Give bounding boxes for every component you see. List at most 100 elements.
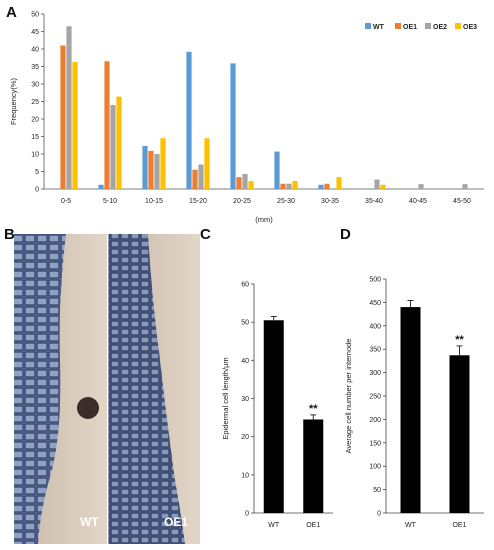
chart-c-bar xyxy=(263,320,284,513)
chart-c-y-axis-title: Epidermal cell length/μm xyxy=(221,357,230,439)
chart-a-bar-oe3 xyxy=(116,96,122,189)
chart-a-bar-oe3 xyxy=(160,138,166,189)
chart-a-bar-wt xyxy=(274,151,280,189)
micrograph-oe1-label: OE1 xyxy=(164,515,188,529)
chart-a-bar-oe2 xyxy=(198,164,204,189)
chart-c-y-tick-label: 50 xyxy=(241,320,249,327)
chart-c-bar xyxy=(303,419,324,513)
micrograph-oe1-tissue xyxy=(108,234,185,544)
chart-c-x-tick-label: OE1 xyxy=(306,522,320,529)
micrograph-wt-label: WT xyxy=(80,515,99,529)
chart-a-bar-oe1 xyxy=(236,177,242,189)
chart-a-bar-wt xyxy=(318,184,324,189)
chart-c-y-tick-label: 10 xyxy=(241,472,249,479)
chart-d-bar xyxy=(400,307,421,513)
chart-a-x-axis-title: (mm) xyxy=(255,215,273,224)
chart-c-y-tick-label: 40 xyxy=(241,358,249,365)
chart-d-x-tick-label: OE1 xyxy=(452,522,466,529)
chart-d-y-tick-label: 400 xyxy=(369,323,381,330)
chart-a-legend-label-oe3: OE3 xyxy=(463,24,477,31)
chart-a-bar-oe2 xyxy=(374,179,380,189)
chart-a-bar-oe3 xyxy=(336,177,342,189)
chart-a-legend-swatch-oe2 xyxy=(425,23,431,29)
chart-a-y-tick-label: 15 xyxy=(31,134,39,141)
chart-a-bar-oe1 xyxy=(148,150,154,189)
chart-a-y-tick-label: 45 xyxy=(31,29,39,36)
chart-d-bar xyxy=(449,355,470,513)
panel-d-label: D xyxy=(340,226,351,243)
chart-a-y-axis-title: Frequency(%) xyxy=(9,77,18,125)
chart-d-x-tick-label: WT xyxy=(405,522,417,529)
chart-a-bar-oe2 xyxy=(66,26,72,189)
micrograph-wt-tissue xyxy=(14,234,66,544)
chart-a-bar-oe1 xyxy=(104,61,110,189)
chart-a-bar-oe3 xyxy=(380,184,386,189)
chart-a-y-tick-label: 50 xyxy=(31,12,39,19)
chart-d: 0 50 100 150 200 250 300 350 400 450 500 Average ce… xyxy=(344,277,484,529)
chart-a-bar-oe1 xyxy=(324,183,330,189)
chart-a-bar-oe2 xyxy=(286,183,292,189)
panel-b-label: B xyxy=(4,226,15,243)
chart-a-bar-wt xyxy=(186,51,192,189)
chart-c-x-tick-label: WT xyxy=(268,522,280,529)
chart-a-legend-label-oe1: OE1 xyxy=(403,24,417,31)
chart-a-x-tick-label: 35-40 xyxy=(365,198,383,205)
chart-a-y-tick-label: 5 xyxy=(35,169,39,176)
chart-a-legend-label-wt: WT xyxy=(373,24,385,31)
panel-c-label: C xyxy=(200,226,211,243)
chart-c-y-tick-label: 0 xyxy=(245,511,249,518)
chart-a-legend-swatch-oe3 xyxy=(455,23,461,29)
chart-d-y-tick-label: 500 xyxy=(369,277,381,284)
chart-d-y-tick-label: 200 xyxy=(369,417,381,424)
chart-a-y-tick-label: 20 xyxy=(31,117,39,124)
micrograph-divider xyxy=(107,234,109,544)
chart-d-y-tick-label: 450 xyxy=(369,300,381,307)
chart-a-bar-oe2 xyxy=(462,184,468,189)
chart-a-bar-oe1 xyxy=(192,169,198,189)
chart-d-y-tick-label: 250 xyxy=(369,394,381,401)
panel-a-label: A xyxy=(6,4,17,21)
chart-a-legend-swatch-oe1 xyxy=(395,23,401,29)
chart-c: 0 10 20 30 40 50 60 Epidermal cell length/μm WT *… xyxy=(221,282,333,529)
chart-a-y-tick-label: 30 xyxy=(31,82,39,89)
chart-a-x-tick-label: 30-35 xyxy=(321,198,339,205)
chart-a-bar-wt xyxy=(98,184,104,189)
chart-a-x-tick-label: 5-10 xyxy=(103,198,117,205)
chart-a-bar-oe3 xyxy=(204,138,210,189)
chart-a-bar-oe3 xyxy=(248,180,254,189)
chart-a-bar-oe3 xyxy=(292,180,298,189)
chart-a-bar-oe2 xyxy=(154,154,160,189)
chart-a-bar-wt xyxy=(142,145,148,189)
chart-d-y-tick-label: 150 xyxy=(369,440,381,447)
chart-c-y-tick-label: 60 xyxy=(241,282,249,289)
chart-a-y-tick-label: 10 xyxy=(31,152,39,159)
chart-a-x-tick-label: 15-20 xyxy=(189,198,207,205)
chart-d-y-tick-label: 0 xyxy=(377,511,381,518)
chart-a-bar-oe2 xyxy=(110,105,116,189)
chart-d-y-tick-label: 50 xyxy=(373,487,381,494)
chart-a-x-tick-label: 10-15 xyxy=(145,198,163,205)
chart-d-y-tick-label: 100 xyxy=(369,464,381,471)
chart-d-y-tick-label: 350 xyxy=(369,347,381,354)
chart-a-bar-oe1 xyxy=(280,183,286,189)
chart-a-x-tick-label: 0-5 xyxy=(61,198,71,205)
chart-a-bar-oe2 xyxy=(242,173,248,189)
chart-a-legend-label-oe2: OE2 xyxy=(433,24,447,31)
chart-a-x-tick-label: 20-25 xyxy=(233,198,251,205)
chart-a-x-tick-label: 40-45 xyxy=(409,198,427,205)
chart-a: 0 5 10 15 20 25 30 35 40 45 50 Frequency(%) 0-5 5-10 1… xyxy=(9,12,484,224)
chart-d-y-tick-label: 300 xyxy=(369,370,381,377)
chart-a-y-tick-label: 35 xyxy=(31,64,39,71)
chart-c-y-tick-label: 20 xyxy=(241,434,249,441)
chart-a-y-tick-label: 40 xyxy=(31,47,39,54)
chart-c-significance: ** xyxy=(309,403,318,415)
chart-a-x-tick-label: 25-30 xyxy=(277,198,295,205)
chart-a-bar-oe3 xyxy=(72,61,78,190)
chart-d-significance: ** xyxy=(455,334,464,346)
micrograph-wt-trichome xyxy=(77,397,99,419)
chart-a-bar-oe1 xyxy=(60,45,66,189)
chart-a-bar-wt xyxy=(230,63,236,189)
chart-a-y-tick-label: 0 xyxy=(35,187,39,194)
chart-a-y-tick-label: 25 xyxy=(31,99,39,106)
